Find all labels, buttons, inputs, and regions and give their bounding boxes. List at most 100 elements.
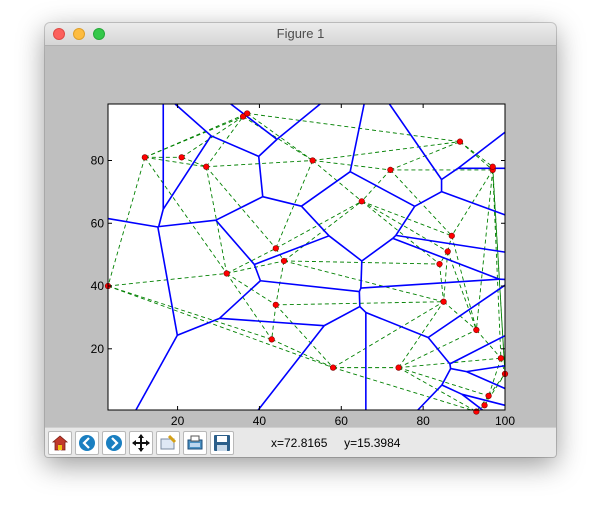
delaunay-edge: [206, 160, 313, 168]
delaunay-edge: [361, 200, 440, 265]
forward-arrow-icon: [106, 435, 122, 451]
voronoi-edge: [162, 135, 212, 210]
y-tick-label: 20: [91, 342, 105, 356]
voronoi-lines: [107, 103, 506, 411]
voronoi-edge: [392, 237, 500, 280]
maximize-button[interactable]: [93, 28, 105, 40]
voronoi-edge: [358, 287, 362, 292]
data-point: [272, 301, 279, 308]
voronoi-edge: [257, 325, 325, 411]
data-point: [481, 402, 488, 409]
zoom-button[interactable]: [156, 431, 180, 455]
delaunay-edge: [271, 338, 334, 369]
data-point: [358, 198, 365, 205]
delaunay-edge: [361, 200, 448, 252]
data-point: [309, 157, 316, 164]
plot-axes[interactable]: 20 40 60 80 100 20 40 60 80: [91, 103, 516, 427]
forward-button[interactable]: [102, 431, 126, 455]
delaunay-edge: [226, 273, 273, 340]
voronoi-edge: [449, 363, 452, 369]
cursor-x: x=72.8165: [271, 436, 328, 450]
voronoi-edge: [215, 195, 264, 221]
voronoi-edge: [219, 280, 261, 319]
voronoi-edge: [257, 156, 264, 197]
voronoi-edge: [427, 337, 451, 365]
data-point: [268, 336, 275, 343]
delaunay-edge: [332, 367, 477, 412]
data-point: [444, 248, 451, 255]
voronoi-edge: [276, 103, 321, 141]
delaunay-edge: [275, 200, 362, 249]
configure-subplots-button[interactable]: [183, 431, 207, 455]
voronoi-edge: [174, 103, 212, 137]
voronoi-edge: [210, 135, 260, 158]
voronoi-edge: [441, 190, 506, 216]
back-button[interactable]: [75, 431, 99, 455]
delaunay-edge: [488, 373, 506, 397]
navigation-toolbar: x=72.8165 y=15.3984: [45, 427, 556, 457]
save-button[interactable]: [210, 431, 234, 455]
close-button[interactable]: [53, 28, 65, 40]
voronoi-edge: [349, 170, 416, 208]
pan-icon: [132, 434, 150, 452]
voronoi-edge: [219, 317, 325, 327]
data-point: [244, 110, 251, 117]
title-bar[interactable]: Figure 1: [45, 23, 556, 46]
voronoi-edge: [441, 384, 463, 396]
pan-button[interactable]: [129, 431, 153, 455]
y-tick-label: 40: [91, 279, 105, 293]
voronoi-edge: [388, 103, 443, 180]
delaunay-edge: [492, 169, 502, 359]
data-point: [387, 166, 394, 174]
delaunay-edge: [107, 285, 272, 340]
delaunay-edge: [398, 301, 444, 368]
voronoi-edge: [361, 237, 394, 262]
plot-area: [107, 103, 506, 411]
voronoi-edge: [300, 205, 330, 237]
voronoi-edge: [466, 370, 506, 390]
voronoi-edge: [457, 131, 506, 169]
delaunay-edge: [144, 156, 207, 168]
delaunay-edge: [107, 285, 334, 369]
delaunay-edge: [484, 373, 506, 406]
voronoi-edge: [107, 217, 158, 228]
figure-window: Figure 1 20 40 60 80 100 20 40 60 80: [45, 23, 556, 457]
voronoi-edge: [360, 260, 363, 289]
data-point: [178, 154, 185, 161]
voronoi-edge: [157, 226, 179, 336]
voronoi-edge: [461, 393, 483, 411]
data-point: [280, 257, 288, 265]
data-point: [497, 355, 505, 362]
cursor-coordinates: x=72.8165 y=15.3984: [271, 436, 400, 450]
data-point: [272, 245, 279, 252]
plot-frame: [107, 103, 506, 411]
voronoi-edge: [414, 190, 442, 208]
delaunay-edge: [312, 141, 461, 161]
minimize-button[interactable]: [73, 28, 85, 40]
data-point: [395, 364, 402, 371]
x-tick-label: 100: [495, 414, 515, 427]
x-tick-label: 60: [335, 414, 349, 427]
home-icon: [51, 435, 69, 451]
figure-canvas[interactable]: 20 40 60 80 100 20 40 60 80: [45, 46, 556, 427]
home-button[interactable]: [48, 431, 72, 455]
voronoi-edge: [441, 368, 452, 386]
voronoi-edge: [427, 284, 506, 339]
save-icon: [214, 435, 230, 451]
voronoi-edge: [395, 234, 506, 253]
data-points: [104, 110, 509, 415]
voronoi-edge: [349, 103, 365, 172]
voronoi-edge: [461, 393, 506, 407]
voronoi-edge: [262, 195, 302, 207]
axis-ticks: 20 40 60 80 100 20 40 60 80: [91, 104, 515, 427]
voronoi-edge: [395, 205, 416, 236]
data-point: [489, 163, 496, 170]
delaunay-edge: [247, 112, 461, 143]
delaunay-edge: [275, 160, 314, 249]
voronoi-edge: [359, 305, 367, 314]
back-arrow-icon: [79, 435, 95, 451]
delaunay-edge: [361, 200, 452, 237]
data-point: [436, 260, 443, 268]
voronoi-edge: [158, 219, 216, 228]
data-point: [440, 298, 447, 305]
